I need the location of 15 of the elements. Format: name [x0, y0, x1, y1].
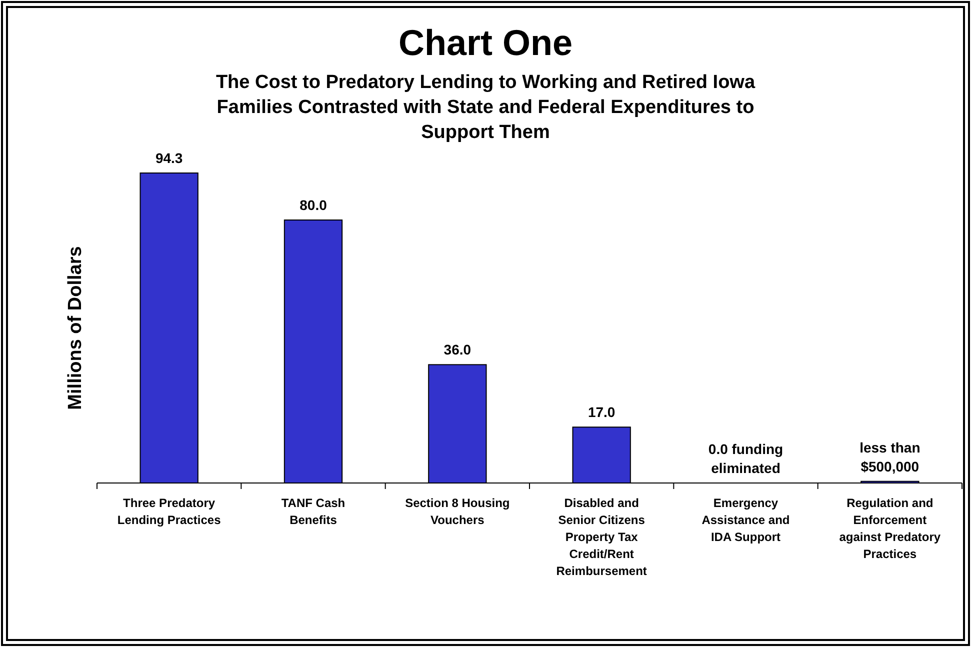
- x-tick-label: Regulation and Enforcement against Predatory Practices: [839, 496, 941, 561]
- data-label: 94.3: [155, 150, 183, 166]
- x-tick-label: Section 8 Housing Vouchers: [405, 496, 510, 527]
- x-tick-label: Three Predatory Lending Practices: [117, 496, 222, 527]
- chart-subtitle: The Cost to Predatory Lending to Working and Retired Iowa Families Contrasted with State and Federal Expenditures to Support Them: [216, 72, 756, 143]
- data-label: 36.0: [444, 342, 472, 358]
- data-label: 0.0 funding eliminated: [708, 441, 784, 476]
- data-label: 17.0: [588, 404, 616, 420]
- x-tick-label: Disabled and Senior Citizens Property Tax Credit/Rent Reimbursement: [556, 496, 647, 578]
- data-label: less than $500,000: [860, 439, 920, 474]
- y-axis-title: Millions of Dollars: [65, 246, 86, 410]
- x-tick-label: TANF Cash Benefits: [281, 496, 346, 527]
- data-label: 80.0: [300, 197, 328, 214]
- chart-title: Chart One: [398, 22, 573, 63]
- x-tick-label: Emergency Assistance and IDA Support: [702, 496, 790, 544]
